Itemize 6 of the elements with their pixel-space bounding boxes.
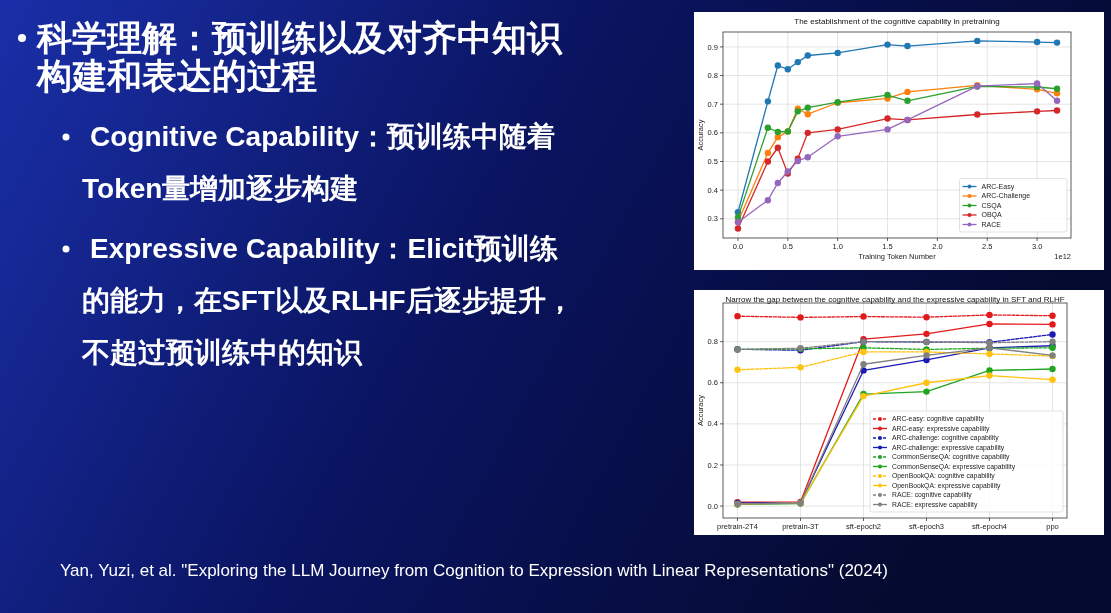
chart-title: The establishment of the cognitive capability in pretraining — [794, 17, 1000, 26]
text: Expressive Capability：Elicit预训练的能力，在SFT以及RLHF后逐步提升，不超过预训练中的知识 — [81, 233, 574, 368]
text: Cognitive Capability：预训练中随着Token量增加逐步构建 — [82, 121, 556, 204]
chart-title: Narrow the gap between the cognitive capability and the expressive capability in SFT and RLHF — [725, 295, 1065, 304]
text: Yan, Yuzi, et al. "Exploring the LLM Journey from Cognition to Expression with Linear Representations" (2024) — [60, 561, 888, 580]
text: 科学理解：预训练以及对齐中知识构建和表达的过程 — [35, 18, 563, 95]
